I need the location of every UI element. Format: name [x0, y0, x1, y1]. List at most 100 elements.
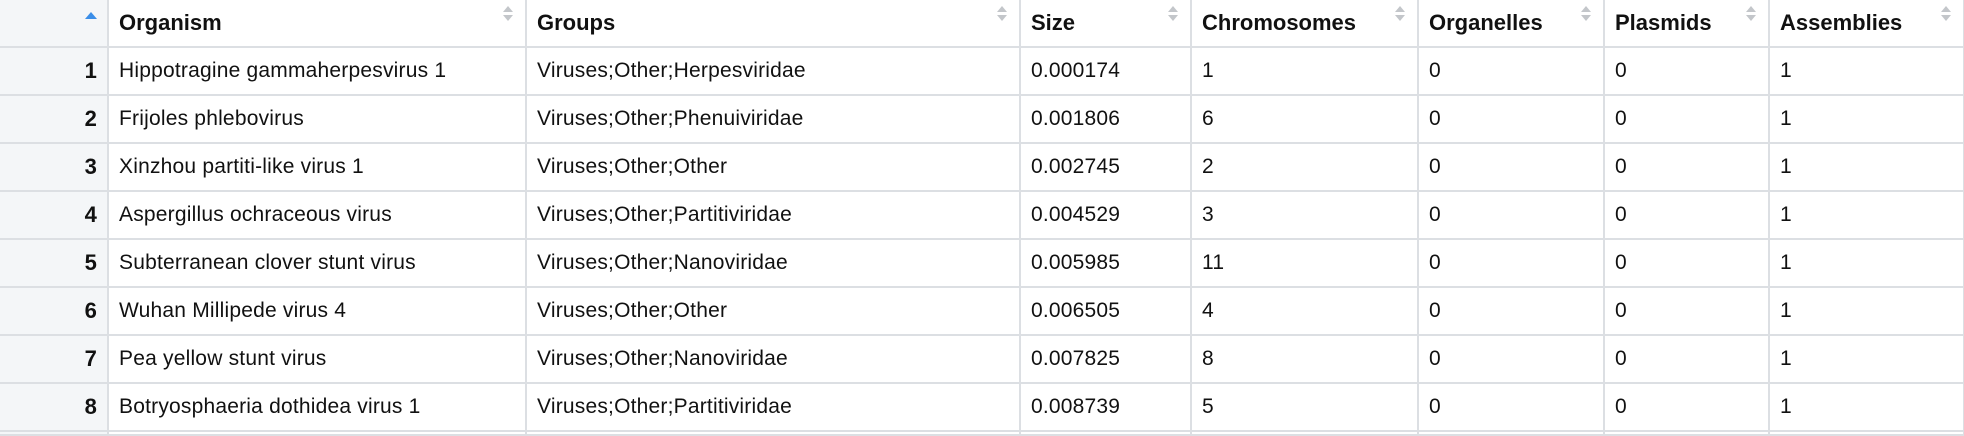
sort-icon[interactable]	[997, 6, 1007, 26]
column-label: Organelles	[1429, 10, 1543, 35]
partial-table-row	[0, 431, 1964, 436]
cell-groups: Viruses;Other;Phenuiviridae	[526, 95, 1021, 144]
cell-chromosomes: 11	[1191, 239, 1419, 288]
column-label: Chromosomes	[1202, 10, 1357, 35]
column-header-plasmids[interactable]: Plasmids	[1604, 0, 1770, 48]
cell-size: 0.002745	[1020, 143, 1192, 192]
cell-groups: Viruses;Other;Herpesviridae	[526, 47, 1021, 96]
cell-assemblies: 1	[1769, 143, 1964, 192]
cell-organelles: 0	[1418, 191, 1605, 240]
row-number-header[interactable]	[0, 0, 109, 48]
row-number: 8	[0, 383, 109, 432]
cell-groups	[526, 431, 1021, 436]
cell-organelles: 0	[1418, 47, 1605, 96]
sort-icon[interactable]	[1395, 6, 1405, 26]
table-row: 5 Subterranean clover stunt virus Viruse…	[0, 239, 1964, 288]
cell-plasmids: 0	[1604, 335, 1770, 384]
cell-groups: Viruses;Other;Partitiviridae	[526, 383, 1021, 432]
cell-organism: Wuhan Millipede virus 4	[108, 287, 527, 336]
cell-assemblies: 1	[1769, 47, 1964, 96]
column-header-size[interactable]: Size	[1020, 0, 1192, 48]
row-number: 4	[0, 191, 109, 240]
table-row: 8 Botryosphaeria dothidea virus 1 Viruse…	[0, 383, 1964, 432]
cell-organelles	[1418, 431, 1605, 436]
cell-chromosomes: 4	[1191, 287, 1419, 336]
cell-plasmids: 0	[1604, 239, 1770, 288]
table-row: 1 Hippotragine gammaherpesvirus 1 Viruse…	[0, 47, 1964, 96]
cell-plasmids: 0	[1604, 95, 1770, 144]
sort-icon[interactable]	[1168, 6, 1178, 26]
cell-organelles: 0	[1418, 383, 1605, 432]
cell-organelles: 0	[1418, 95, 1605, 144]
cell-organism: Botryosphaeria dothidea virus 1	[108, 383, 527, 432]
cell-assemblies: 1	[1769, 95, 1964, 144]
cell-assemblies: 1	[1769, 287, 1964, 336]
cell-plasmids: 0	[1604, 191, 1770, 240]
cell-chromosomes: 1	[1191, 47, 1419, 96]
column-label: Groups	[537, 10, 616, 35]
cell-groups: Viruses;Other;Nanoviridae	[526, 335, 1021, 384]
sort-icon[interactable]	[1746, 6, 1756, 26]
table-row: 6 Wuhan Millipede virus 4 Viruses;Other;…	[0, 287, 1964, 336]
cell-chromosomes: 5	[1191, 383, 1419, 432]
sort-ascending-icon[interactable]	[85, 12, 97, 19]
cell-organism: Xinzhou partiti-like virus 1	[108, 143, 527, 192]
column-label: Organism	[119, 10, 222, 35]
cell-assemblies: 1	[1769, 383, 1964, 432]
cell-size	[1020, 431, 1192, 436]
cell-plasmids: 0	[1604, 143, 1770, 192]
cell-size: 0.006505	[1020, 287, 1192, 336]
table-row: 2 Frijoles phlebovirus Viruses;Other;Phe…	[0, 95, 1964, 144]
cell-size: 0.008739	[1020, 383, 1192, 432]
row-number: 1	[0, 47, 109, 96]
column-header-chromosomes[interactable]: Chromosomes	[1191, 0, 1419, 48]
cell-size: 0.005985	[1020, 239, 1192, 288]
table-row: 4 Aspergillus ochraceous virus Viruses;O…	[0, 191, 1964, 240]
column-header-organism[interactable]: Organism	[108, 0, 527, 48]
column-label: Size	[1031, 10, 1076, 35]
cell-assemblies: 1	[1769, 191, 1964, 240]
column-header-groups[interactable]: Groups	[526, 0, 1021, 48]
row-number: 7	[0, 335, 109, 384]
header-row: Organism Groups Size Chromosomes Organel…	[0, 0, 1964, 48]
cell-assemblies	[1769, 431, 1964, 436]
table-row: 3 Xinzhou partiti-like virus 1 Viruses;O…	[0, 143, 1964, 192]
cell-organism: Frijoles phlebovirus	[108, 95, 527, 144]
cell-organism: Subterranean clover stunt virus	[108, 239, 527, 288]
cell-organelles: 0	[1418, 143, 1605, 192]
cell-groups: Viruses;Other;Other	[526, 287, 1021, 336]
cell-groups: Viruses;Other;Other	[526, 143, 1021, 192]
cell-chromosomes: 8	[1191, 335, 1419, 384]
cell-organelles: 0	[1418, 287, 1605, 336]
row-number	[0, 431, 109, 436]
column-header-organelles[interactable]: Organelles	[1418, 0, 1605, 48]
row-number: 2	[0, 95, 109, 144]
cell-organelles: 0	[1418, 335, 1605, 384]
table-row: 7 Pea yellow stunt virus Viruses;Other;N…	[0, 335, 1964, 384]
column-label: Assemblies	[1780, 10, 1903, 35]
cell-assemblies: 1	[1769, 335, 1964, 384]
cell-groups: Viruses;Other;Partitiviridae	[526, 191, 1021, 240]
cell-organelles: 0	[1418, 239, 1605, 288]
column-label: Plasmids	[1615, 10, 1712, 35]
sort-icon[interactable]	[1941, 6, 1951, 26]
row-number: 5	[0, 239, 109, 288]
sort-icon[interactable]	[503, 6, 513, 26]
column-header-assemblies[interactable]: Assemblies	[1769, 0, 1964, 48]
cell-chromosomes: 2	[1191, 143, 1419, 192]
cell-plasmids	[1604, 431, 1770, 436]
cell-chromosomes: 6	[1191, 95, 1419, 144]
cell-organism: Aspergillus ochraceous virus	[108, 191, 527, 240]
cell-chromosomes: 3	[1191, 191, 1419, 240]
cell-size: 0.007825	[1020, 335, 1192, 384]
cell-organism	[108, 431, 527, 436]
sort-icon[interactable]	[1581, 6, 1591, 26]
row-number: 6	[0, 287, 109, 336]
row-number: 3	[0, 143, 109, 192]
cell-size: 0.004529	[1020, 191, 1192, 240]
cell-chromosomes	[1191, 431, 1419, 436]
cell-assemblies: 1	[1769, 239, 1964, 288]
cell-size: 0.001806	[1020, 95, 1192, 144]
cell-organism: Hippotragine gammaherpesvirus 1	[108, 47, 527, 96]
